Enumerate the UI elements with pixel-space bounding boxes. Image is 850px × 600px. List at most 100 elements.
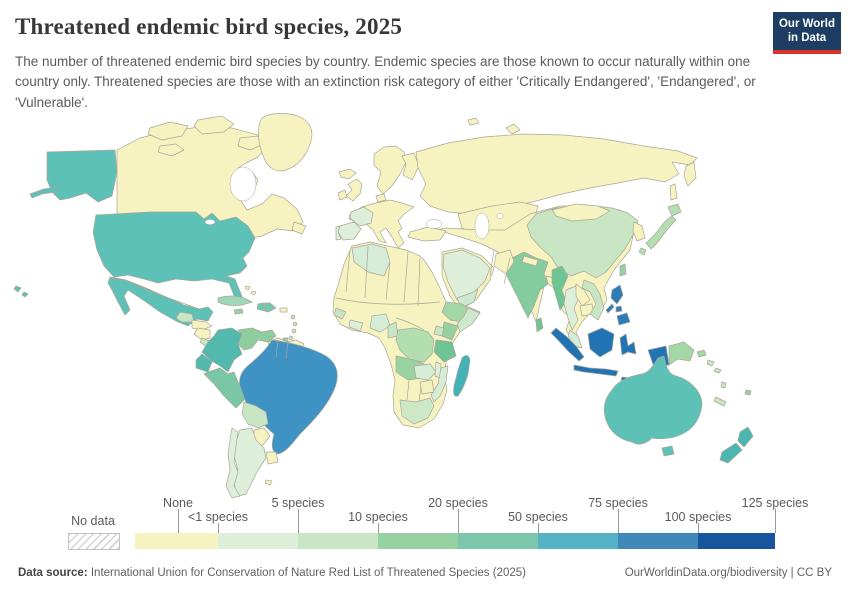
country-united-states[interactable] bbox=[21, 291, 29, 298]
country-spain[interactable] bbox=[337, 221, 362, 241]
legend-no-data-swatch[interactable] bbox=[68, 533, 120, 550]
country-haiti[interactable] bbox=[256, 302, 266, 312]
country-south-korea[interactable] bbox=[632, 221, 646, 242]
country-iceland[interactable] bbox=[338, 168, 357, 180]
country-pakistan[interactable] bbox=[493, 249, 515, 275]
country-sri-lanka[interactable] bbox=[535, 317, 544, 333]
country-united-states[interactable] bbox=[13, 285, 22, 293]
country-guatemala[interactable] bbox=[175, 311, 195, 323]
country-small-caribbean-islands[interactable] bbox=[292, 321, 298, 327]
legend-color-bar[interactable] bbox=[135, 533, 775, 549]
legend-segment-4[interactable] bbox=[458, 533, 538, 549]
country-philippines[interactable] bbox=[616, 312, 631, 326]
legend-segment-0[interactable] bbox=[135, 533, 218, 549]
country-dominican-republic[interactable] bbox=[264, 302, 277, 313]
country-philippines[interactable] bbox=[605, 303, 615, 314]
country-canada[interactable] bbox=[291, 221, 307, 235]
country-cuba[interactable] bbox=[217, 295, 253, 306]
country-south-africa[interactable] bbox=[399, 397, 435, 425]
country-peru[interactable] bbox=[203, 367, 247, 409]
country-algeria[interactable] bbox=[351, 243, 391, 277]
country-australia[interactable] bbox=[603, 355, 703, 445]
country-zimbabwe[interactable] bbox=[419, 379, 435, 395]
country-japan[interactable] bbox=[638, 247, 647, 256]
country-nicaragua[interactable] bbox=[193, 327, 211, 341]
country-taiwan[interactable] bbox=[619, 263, 627, 277]
country-jamaica[interactable] bbox=[233, 308, 244, 315]
country-bahamas[interactable] bbox=[244, 285, 251, 291]
country-tanzania[interactable] bbox=[433, 339, 457, 363]
country-solomon-islands[interactable] bbox=[713, 367, 722, 374]
country-russia[interactable] bbox=[467, 117, 480, 126]
legend-segment-2[interactable] bbox=[298, 533, 378, 549]
country-france[interactable] bbox=[349, 206, 374, 227]
legend-segment-5[interactable] bbox=[538, 533, 618, 549]
country-united-states[interactable] bbox=[46, 149, 118, 203]
country-united-kingdom[interactable] bbox=[345, 178, 363, 202]
legend-segment-7[interactable] bbox=[698, 533, 775, 549]
country-brazil[interactable] bbox=[239, 339, 338, 455]
country-new-zealand[interactable] bbox=[737, 426, 754, 448]
country-nigeria[interactable] bbox=[369, 313, 391, 333]
country-philippines[interactable] bbox=[615, 305, 623, 313]
country-united-states[interactable] bbox=[92, 211, 256, 304]
country-russia[interactable] bbox=[505, 123, 521, 135]
country-solomon-islands[interactable] bbox=[706, 359, 715, 367]
country-bolivia[interactable] bbox=[241, 401, 269, 429]
country-saudi-arabia[interactable] bbox=[442, 249, 491, 301]
country-zambia[interactable] bbox=[413, 363, 437, 381]
country-canada[interactable] bbox=[147, 121, 189, 141]
country-portugal[interactable] bbox=[335, 225, 342, 241]
country-uganda[interactable] bbox=[433, 325, 445, 337]
country-vietnam[interactable] bbox=[581, 279, 605, 321]
legend-segment-1[interactable] bbox=[218, 533, 298, 549]
country-madagascar[interactable] bbox=[453, 355, 471, 397]
country-japan[interactable] bbox=[667, 203, 682, 217]
country-venezuela[interactable] bbox=[237, 327, 277, 351]
country-united-states[interactable] bbox=[29, 186, 59, 199]
country-ghana[interactable] bbox=[348, 319, 364, 332]
country-guinea[interactable] bbox=[333, 307, 347, 320]
country-vanuatu[interactable] bbox=[720, 381, 727, 389]
country-indonesia[interactable] bbox=[550, 327, 585, 362]
country-canada[interactable] bbox=[193, 115, 235, 135]
legend-segment-3[interactable] bbox=[378, 533, 458, 549]
country-nepal[interactable] bbox=[521, 255, 539, 267]
country-malaysia[interactable] bbox=[567, 329, 583, 349]
country-mozambique[interactable] bbox=[430, 365, 449, 403]
country-canada[interactable] bbox=[237, 135, 265, 151]
country-ecuador[interactable] bbox=[195, 353, 213, 373]
country-laos[interactable] bbox=[575, 283, 591, 307]
country-uruguay[interactable] bbox=[265, 451, 279, 465]
country-indonesia[interactable] bbox=[587, 327, 615, 358]
country-small-caribbean-islands[interactable] bbox=[290, 314, 296, 320]
country-russia[interactable] bbox=[683, 161, 697, 187]
country-small-caribbean-islands[interactable] bbox=[291, 328, 297, 334]
country-fiji[interactable] bbox=[744, 389, 752, 396]
country-japan[interactable] bbox=[645, 215, 677, 250]
owid-logo[interactable]: Our World in Data bbox=[773, 12, 841, 54]
country-canada[interactable] bbox=[157, 143, 185, 157]
country-australia[interactable] bbox=[661, 445, 675, 457]
country-region-scandinavia[interactable] bbox=[373, 145, 407, 195]
country-mongolia[interactable] bbox=[551, 203, 611, 222]
country-papua-new-guinea[interactable] bbox=[696, 349, 707, 358]
credit-note[interactable]: OurWorldinData.org/biodiversity | CC BY bbox=[624, 567, 832, 579]
country-greenland[interactable] bbox=[258, 113, 313, 172]
country-indonesia[interactable] bbox=[573, 364, 619, 377]
country-dr-congo[interactable] bbox=[395, 327, 435, 363]
country-small-caribbean-islands[interactable] bbox=[288, 335, 294, 341]
country-puerto-rico[interactable] bbox=[279, 307, 288, 313]
country-region-scandinavia[interactable] bbox=[375, 193, 387, 203]
world-choropleth-map[interactable] bbox=[0, 103, 850, 505]
country-chile[interactable] bbox=[225, 427, 241, 499]
country-region-scandinavia[interactable] bbox=[401, 152, 420, 181]
country-papua-new-guinea[interactable] bbox=[668, 341, 695, 366]
country-mexico[interactable] bbox=[107, 276, 214, 327]
country-somalia[interactable] bbox=[456, 307, 481, 333]
country-philippines[interactable] bbox=[610, 284, 624, 305]
country-honduras[interactable] bbox=[191, 319, 213, 331]
country-new-caledonia[interactable] bbox=[713, 396, 727, 407]
country-falkland-islands[interactable] bbox=[264, 479, 273, 486]
country-bahamas[interactable] bbox=[250, 290, 257, 296]
